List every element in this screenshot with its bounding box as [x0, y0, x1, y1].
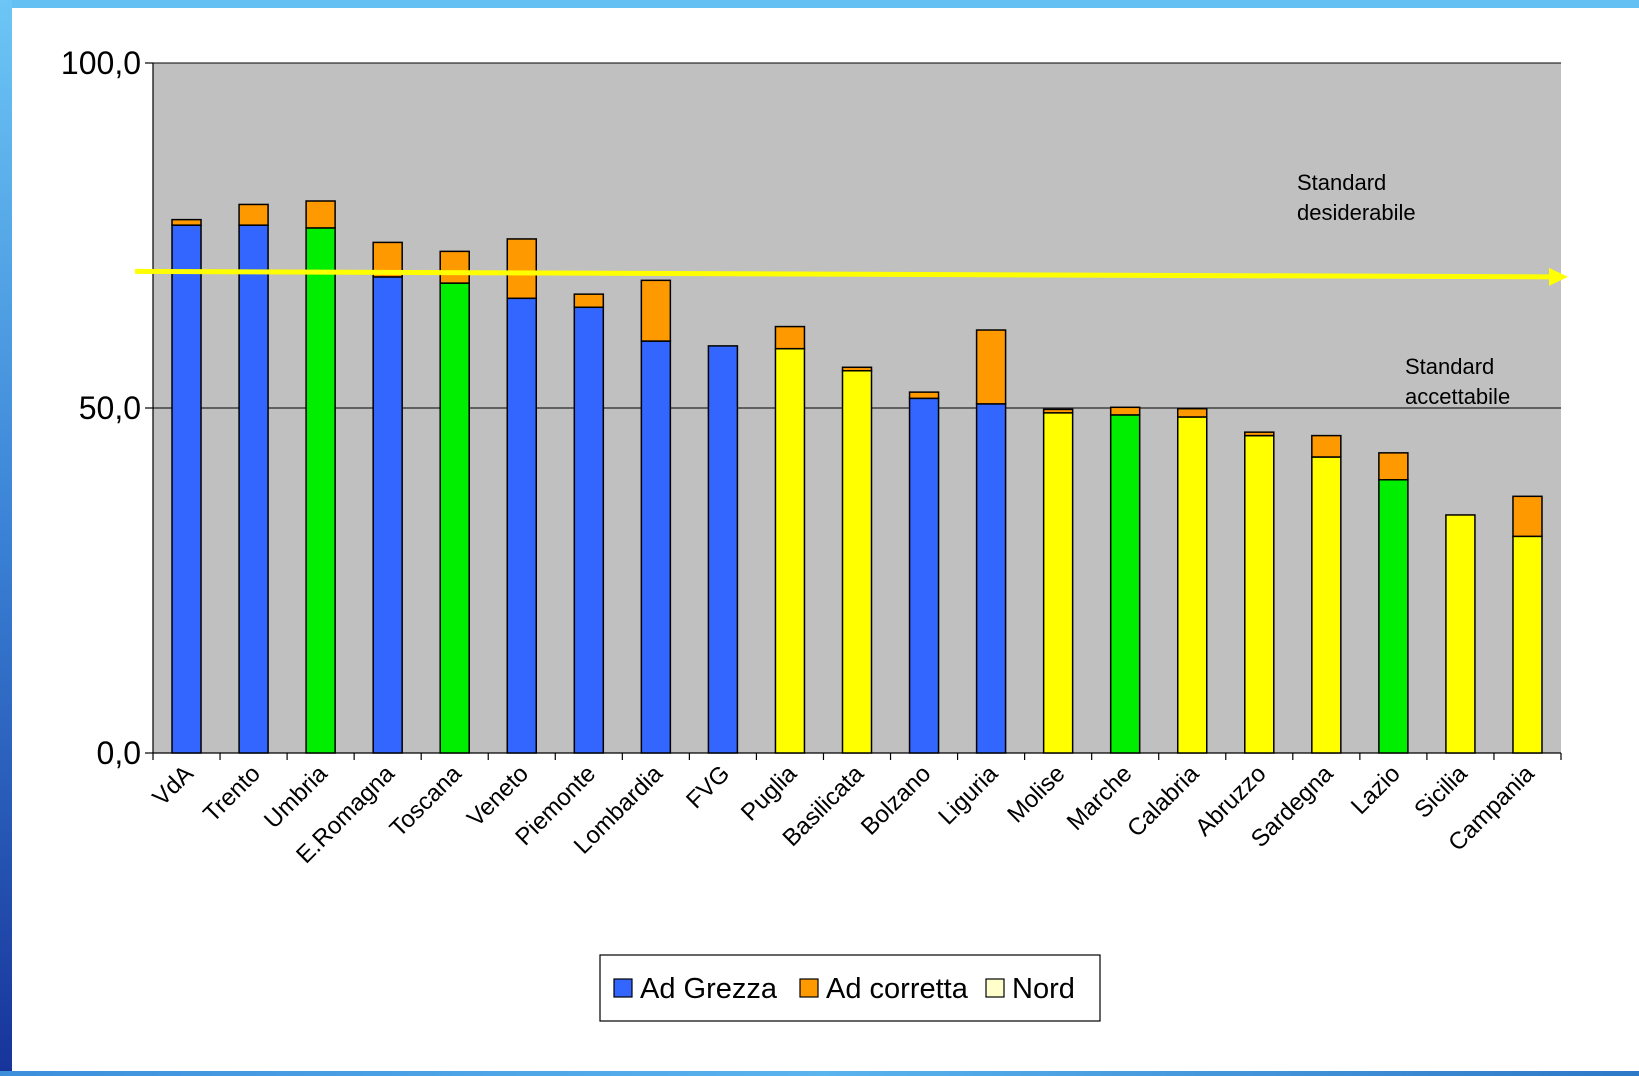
bar-ad-grezza-sicilia — [1445, 514, 1476, 754]
bar-ad-corretta-abruzzo — [1244, 431, 1275, 437]
x-tick-label: VdA — [148, 760, 199, 811]
x-tick-label: Lazio — [1346, 760, 1406, 820]
y-tick-label: 0,0 — [97, 735, 141, 771]
chart-frame: 0,0 50,0 100,0 VdA Trento Umbria E.Romagna Tosc… — [12, 8, 1639, 1071]
bar-ad-corretta-puglia — [774, 325, 806, 350]
bar-ad-grezza-vda — [171, 224, 202, 754]
x-tick-label: Toscana — [385, 760, 468, 843]
bar-ad-grezza-sardegna — [1311, 456, 1342, 754]
x-tick-label: Molise — [1002, 760, 1070, 828]
bar-ad-corretta-lombardia — [640, 279, 672, 342]
standard-accettabile-label: Standard accettabile — [1405, 354, 1510, 409]
bar-ad-corretta-piemonte — [573, 293, 605, 309]
bar-ad-grezza-toscana — [439, 282, 470, 754]
x-tick-label: Trento — [198, 760, 266, 828]
bar-ad-corretta-toscana — [439, 250, 470, 284]
frame-top-strip — [0, 0, 1639, 8]
bar-ad-grezza-bolzano — [908, 397, 940, 754]
bar-ad-corretta-umbria — [305, 200, 336, 229]
bar-ad-corretta-sardegna — [1311, 434, 1342, 458]
bar-ad-corretta-vda — [171, 218, 202, 226]
bar-ad-grezza-marche — [1109, 414, 1141, 754]
bar-ad-corretta-veneto — [506, 238, 538, 300]
y-tick-label: 100,0 — [61, 45, 141, 81]
bar-ad-grezza-eromagna — [372, 276, 403, 754]
bar-ad-grezza-trento — [238, 224, 269, 754]
x-tick-label: FVG — [681, 760, 735, 814]
legend-label-ad-grezza: Ad Grezza — [640, 973, 778, 1005]
legend-swatch-ad-grezza — [613, 978, 633, 998]
bar-ad-grezza-liguria — [975, 403, 1007, 754]
bar-ad-corretta-calabria — [1176, 407, 1208, 418]
arrow-head-icon — [1549, 267, 1568, 286]
legend-label-nord: Nord — [1012, 973, 1075, 1005]
x-tick-label: Sicilia — [1409, 760, 1473, 824]
bar-ad-grezza-molise — [1042, 412, 1074, 754]
legend-label-ad-corretta: Ad corretta — [826, 973, 969, 1005]
bar-ad-grezza-calabria — [1176, 416, 1208, 754]
bar-ad-grezza-lazio — [1378, 479, 1409, 754]
y-tick-label: 50,0 — [79, 390, 141, 426]
standard-desiderabile-arrow — [134, 268, 1550, 280]
bar-ad-corretta-campania — [1512, 495, 1543, 538]
frame-left-strip — [0, 0, 12, 1071]
x-tick-label: Calabria — [1122, 760, 1205, 843]
bar-ad-grezza-puglia — [774, 347, 806, 754]
legend — [599, 954, 1101, 1022]
bar-ad-corretta-lazio — [1378, 452, 1409, 481]
bar-ad-grezza-fvg — [707, 345, 739, 754]
x-tick-label: Bolzano — [856, 760, 936, 840]
x-tick-label: Liguria — [933, 760, 1003, 830]
standard-desiderabile-label: Standard desiderabile — [1297, 170, 1416, 225]
bar-ad-corretta-molise — [1042, 408, 1074, 414]
bar-ad-corretta-basilicata — [841, 366, 873, 372]
bar-ad-grezza-lombardia — [640, 340, 672, 754]
bar-ad-grezza-veneto — [506, 297, 538, 754]
bar-ad-grezza-basilicata — [841, 369, 873, 754]
bar-ad-corretta-marche — [1109, 406, 1141, 416]
bar-ad-corretta-liguria — [975, 329, 1007, 405]
bar-ad-grezza-umbria — [305, 227, 336, 754]
bar-ad-corretta-trento — [238, 203, 269, 226]
legend-swatch-nord — [985, 978, 1005, 998]
legend-swatch-ad-corretta — [799, 978, 819, 998]
bar-ad-corretta-bolzano — [908, 391, 940, 400]
bar-ad-grezza-campania — [1512, 535, 1543, 754]
bar-ad-grezza-abruzzo — [1244, 434, 1275, 754]
bar-ad-grezza-piemonte — [573, 306, 605, 754]
